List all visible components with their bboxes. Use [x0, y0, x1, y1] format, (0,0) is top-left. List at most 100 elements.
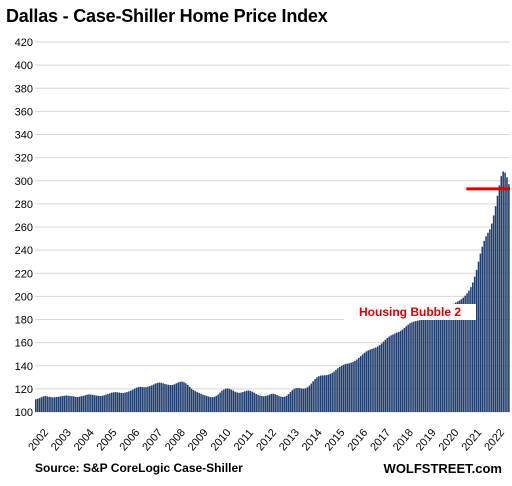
bar	[268, 394, 271, 412]
bar	[103, 395, 105, 412]
bar	[321, 375, 324, 412]
bar	[394, 333, 396, 412]
bar	[416, 320, 419, 412]
brand-label: WOLFSTREET.com	[383, 461, 502, 476]
bar	[202, 394, 204, 412]
bar	[363, 352, 366, 412]
bar	[312, 381, 314, 412]
y-tick-label: 240	[15, 245, 33, 257]
bar	[48, 396, 50, 412]
bar	[188, 386, 191, 412]
bar	[54, 397, 56, 412]
bar	[405, 326, 408, 412]
bar	[316, 377, 318, 412]
x-tick-label: 2020	[437, 427, 462, 453]
bar	[92, 394, 94, 412]
bar	[335, 369, 337, 412]
bar	[67, 395, 69, 412]
bar	[508, 184, 510, 412]
bar	[361, 354, 364, 412]
bar	[55, 396, 58, 412]
bar-series	[35, 171, 510, 412]
bar	[196, 392, 199, 412]
bar	[149, 386, 151, 412]
bar	[209, 397, 212, 412]
bar	[377, 346, 379, 412]
bar	[107, 393, 109, 412]
bar	[466, 293, 468, 412]
bar	[234, 391, 237, 412]
chart-title: Dallas - Case-Shiller Home Price Index	[6, 6, 328, 26]
bar	[137, 387, 140, 412]
bar	[458, 300, 461, 412]
x-tick-label: 2007	[140, 427, 165, 453]
bar	[35, 399, 37, 412]
x-tick-label: 2004	[72, 427, 97, 453]
bar	[473, 276, 476, 412]
annotation-box	[344, 304, 476, 320]
y-tick-label: 300	[15, 176, 33, 188]
bar	[320, 375, 322, 412]
bar	[350, 362, 352, 412]
bar	[274, 394, 276, 412]
bar	[375, 347, 377, 412]
bar	[71, 396, 73, 412]
x-tick-label: 2011	[232, 427, 256, 453]
bar	[156, 382, 159, 412]
bar	[240, 392, 242, 412]
bar	[185, 383, 187, 412]
bar	[460, 299, 463, 412]
bar	[352, 361, 354, 412]
bar	[278, 395, 280, 412]
bar	[401, 329, 404, 412]
y-tick-label: 360	[15, 106, 33, 118]
bar	[378, 345, 381, 412]
bar	[346, 363, 349, 412]
bar	[145, 387, 147, 412]
bar	[356, 359, 358, 412]
bar	[304, 388, 307, 412]
bar	[164, 383, 166, 412]
bar	[323, 375, 326, 412]
bar	[475, 269, 478, 412]
bar	[141, 387, 143, 412]
bar	[135, 387, 138, 412]
x-tick-label: 2015	[323, 427, 348, 453]
bar	[50, 397, 52, 412]
x-tick-label: 2017	[368, 427, 393, 453]
bar	[101, 395, 104, 412]
bar	[261, 396, 263, 412]
bar	[82, 395, 85, 412]
bar	[447, 307, 449, 412]
bar	[428, 315, 430, 412]
bar	[166, 384, 168, 412]
y-tick-label: 220	[15, 268, 33, 280]
bar	[344, 364, 347, 412]
bar	[283, 396, 286, 412]
bar	[61, 396, 64, 412]
bar	[130, 390, 132, 412]
bar	[367, 350, 370, 412]
bar	[434, 312, 436, 412]
bar	[293, 388, 295, 412]
y-tick-label: 420	[15, 37, 33, 49]
bar	[179, 381, 181, 412]
y-tick-label: 260	[15, 222, 33, 234]
bar	[198, 392, 200, 412]
y-tick-label: 340	[15, 130, 33, 142]
bar	[245, 390, 248, 412]
bar	[411, 322, 413, 412]
x-tick-label: 2005	[95, 427, 120, 453]
bar	[481, 246, 484, 412]
bar	[479, 253, 482, 412]
x-tick-label: 2003	[49, 427, 74, 453]
bar	[437, 311, 440, 412]
bar	[120, 392, 123, 412]
x-tick-label: 2019	[414, 427, 439, 453]
bar	[502, 171, 504, 412]
bar	[259, 395, 261, 412]
bar	[302, 388, 305, 412]
bar	[289, 392, 292, 412]
bar	[327, 374, 330, 412]
